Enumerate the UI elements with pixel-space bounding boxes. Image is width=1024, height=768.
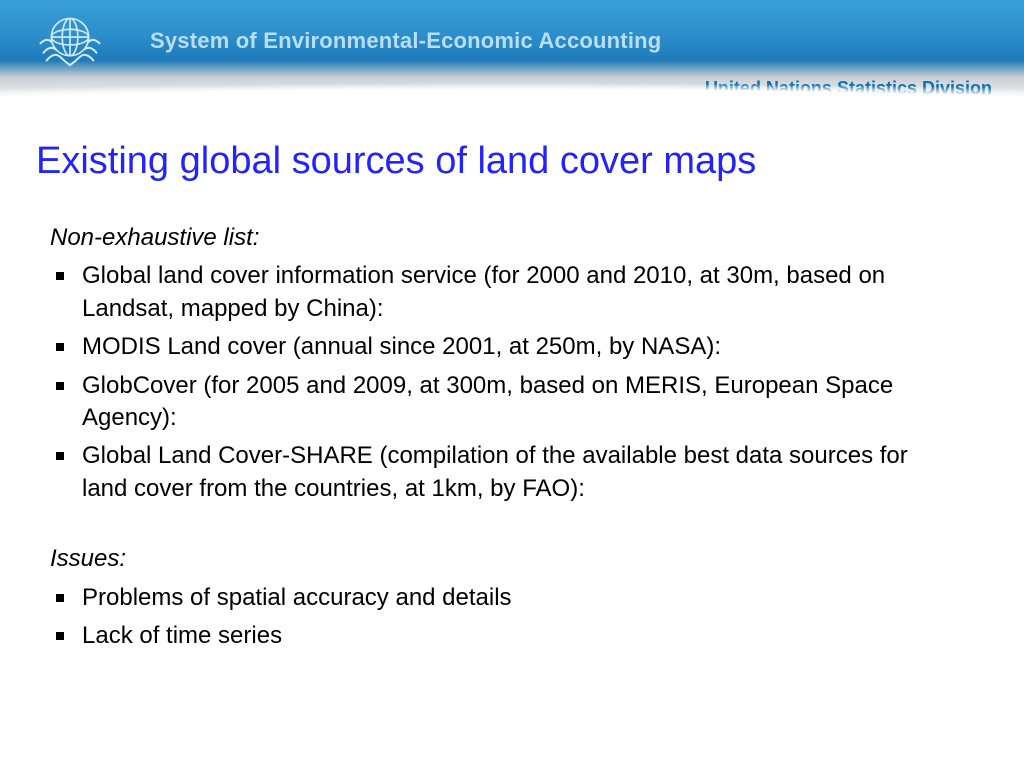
sources-list: Global land cover information service (f… (48, 260, 968, 505)
slide-header: System of Environmental-Economic Account… (0, 0, 1024, 110)
header-subtitle: United Nations Statistics Division (705, 78, 992, 99)
list-item: Problems of spatial accuracy and details (82, 582, 968, 614)
sources-label: Non-exhaustive list: (50, 222, 968, 254)
un-logo (30, 6, 110, 76)
issues-label: Issues: (50, 543, 968, 575)
issues-list: Problems of spatial accuracy and details… (48, 582, 968, 653)
list-item: Global Land Cover-SHARE (compilation of … (82, 440, 968, 505)
list-item: Global land cover information service (f… (82, 260, 968, 325)
list-item: MODIS Land cover (annual since 2001, at … (82, 331, 968, 363)
list-item: Lack of time series (82, 620, 968, 652)
slide-title: Existing global sources of land cover ma… (36, 140, 756, 183)
list-item: GlobCover (for 2005 and 2009, at 300m, b… (82, 370, 968, 435)
header-title: System of Environmental-Economic Account… (150, 28, 661, 54)
slide-body: Non-exhaustive list: Global land cover i… (48, 222, 968, 658)
